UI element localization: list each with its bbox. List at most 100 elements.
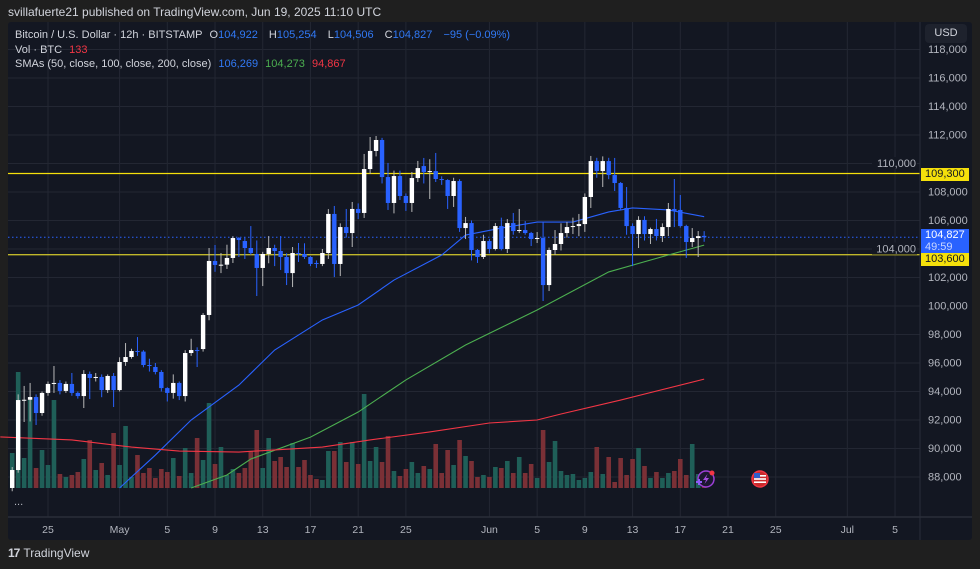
- candle-body[interactable]: [361, 169, 367, 213]
- candle-body[interactable]: [612, 175, 617, 184]
- candle-body[interactable]: [242, 241, 248, 249]
- candle-body[interactable]: [379, 139, 385, 178]
- candle-body[interactable]: [421, 166, 426, 173]
- candle-body[interactable]: [624, 207, 629, 227]
- candle-body[interactable]: [63, 383, 69, 391]
- candle-body[interactable]: [403, 195, 409, 203]
- candle-body[interactable]: [338, 227, 343, 264]
- candle-body[interactable]: [415, 168, 421, 179]
- candle-body[interactable]: [69, 383, 75, 393]
- candle-body[interactable]: [350, 208, 355, 234]
- candle-body[interactable]: [15, 400, 21, 471]
- candle-body[interactable]: [552, 244, 558, 250]
- sma-label[interactable]: SMAs (50, close, 100, close, 200, close): [15, 58, 212, 70]
- candle-body[interactable]: [475, 249, 480, 257]
- candle-body[interactable]: [99, 376, 104, 391]
- candle-body[interactable]: [433, 171, 438, 180]
- candle-body[interactable]: [320, 252, 325, 264]
- candle-body[interactable]: [487, 241, 492, 249]
- candle-body[interactable]: [224, 257, 230, 265]
- candle-body[interactable]: [445, 180, 450, 196]
- candle-body[interactable]: [182, 353, 188, 397]
- candle-body[interactable]: [332, 213, 337, 264]
- candle-body[interactable]: [355, 208, 361, 213]
- candle-body[interactable]: [397, 176, 403, 196]
- candle-body[interactable]: [200, 314, 206, 350]
- candle-body[interactable]: [564, 227, 570, 234]
- candle-body[interactable]: [87, 373, 92, 378]
- candle-body[interactable]: [206, 260, 212, 315]
- candle-body[interactable]: [528, 233, 534, 240]
- candle-body[interactable]: [123, 357, 128, 363]
- candle-body[interactable]: [493, 226, 498, 249]
- candle-body[interactable]: [672, 208, 677, 211]
- candle-body[interactable]: [33, 397, 39, 414]
- candle-body[interactable]: [648, 229, 653, 235]
- candle-body[interactable]: [469, 223, 474, 250]
- candle-body[interactable]: [51, 382, 57, 384]
- footer-brand[interactable]: 17 TradingView: [8, 546, 89, 560]
- candle-body[interactable]: [576, 224, 582, 227]
- candle-body[interactable]: [546, 249, 552, 286]
- chart-panel[interactable]: [8, 22, 972, 540]
- candle-body[interactable]: [218, 264, 224, 266]
- currency-button[interactable]: USD: [925, 24, 967, 43]
- candle-body[interactable]: [451, 181, 456, 196]
- candle-body[interactable]: [427, 171, 432, 173]
- candle-body[interactable]: [39, 392, 45, 414]
- candle-body[interactable]: [10, 470, 15, 488]
- candle-body[interactable]: [678, 209, 683, 227]
- candle-body[interactable]: [212, 260, 218, 265]
- candle-body[interactable]: [391, 176, 397, 203]
- candle-body[interactable]: [511, 223, 516, 232]
- candle-body[interactable]: [188, 350, 194, 354]
- candle-body[interactable]: [660, 227, 665, 237]
- candle-body[interactable]: [594, 161, 599, 172]
- symbol-title[interactable]: Bitcoin / U.S. Dollar · 12h · BITSTAMP: [15, 29, 203, 41]
- candle-body[interactable]: [690, 238, 695, 243]
- candle-body[interactable]: [373, 139, 379, 151]
- candle-body[interactable]: [129, 351, 134, 358]
- candle-body[interactable]: [177, 382, 182, 397]
- lightning-icon[interactable]: [696, 470, 715, 488]
- candle-body[interactable]: [505, 223, 510, 249]
- candle-body[interactable]: [272, 248, 277, 251]
- us-flag-icon[interactable]: [751, 470, 769, 488]
- candle-body[interactable]: [606, 161, 611, 176]
- candle-body[interactable]: [457, 181, 462, 229]
- candle-body[interactable]: [81, 373, 86, 397]
- candle-body[interactable]: [499, 226, 504, 249]
- candle-body[interactable]: [302, 253, 307, 257]
- candle-body[interactable]: [701, 235, 707, 238]
- candle-body[interactable]: [27, 397, 33, 400]
- more-button[interactable]: ...: [14, 496, 24, 508]
- candle-body[interactable]: [695, 236, 701, 239]
- candle-body[interactable]: [141, 351, 146, 365]
- candle-body[interactable]: [326, 213, 331, 253]
- candle-body[interactable]: [630, 226, 635, 235]
- candle-body[interactable]: [248, 248, 254, 253]
- candle-body[interactable]: [314, 262, 319, 264]
- candle-body[interactable]: [570, 226, 576, 228]
- candle-body[interactable]: [290, 252, 295, 274]
- candle-body[interactable]: [636, 219, 641, 235]
- candle-body[interactable]: [534, 238, 540, 240]
- candle-body[interactable]: [517, 230, 522, 232]
- candle-body[interactable]: [618, 183, 623, 208]
- candle-body[interactable]: [588, 161, 594, 197]
- candle-body[interactable]: [344, 227, 349, 234]
- candle-body[interactable]: [278, 250, 283, 257]
- candle-body[interactable]: [642, 219, 647, 235]
- candle-body[interactable]: [582, 196, 588, 225]
- candle-body[interactable]: [117, 362, 122, 391]
- candle-body[interactable]: [463, 223, 468, 229]
- candle-body[interactable]: [558, 233, 564, 245]
- candle-body[interactable]: [21, 399, 27, 401]
- candle-body[interactable]: [481, 241, 486, 257]
- candle-body[interactable]: [105, 375, 110, 391]
- volume-label[interactable]: Vol · BTC: [15, 44, 63, 56]
- candle-body[interactable]: [194, 350, 200, 352]
- candle-body[interactable]: [93, 376, 98, 378]
- candle-body[interactable]: [75, 392, 81, 397]
